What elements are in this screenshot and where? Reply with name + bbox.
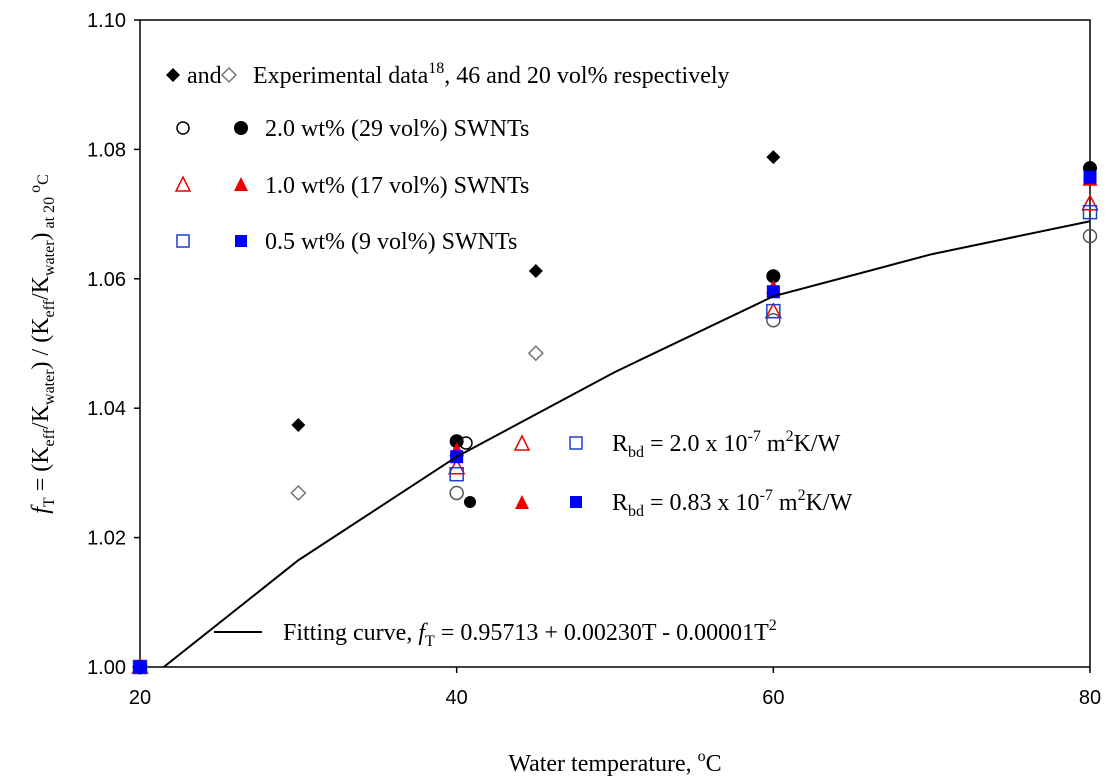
legend-marker [176, 121, 190, 135]
legend-text-part: R [612, 490, 628, 516]
legend-marker [220, 66, 238, 84]
x-axis-label-part: o [698, 748, 706, 765]
y-axis-label-part: ) [28, 232, 54, 240]
point [766, 312, 781, 328]
y-tick-label: 1.02 [87, 528, 126, 550]
point [1083, 170, 1097, 184]
x-tick-label: 80 [1079, 687, 1101, 709]
y-axis-label-part: = (K [28, 446, 54, 498]
point [447, 458, 466, 475]
legend-text-part: m [773, 490, 798, 516]
fit-curve [163, 220, 1091, 668]
point [449, 485, 464, 501]
legend-marker [174, 175, 192, 192]
legend-text-part: bd [628, 503, 644, 520]
legend-text-part: 18 [428, 60, 444, 77]
y-axis-label-part: at 20 [41, 193, 58, 233]
y-axis-label-part: f [28, 504, 54, 514]
legend-text-part: = 2.0 x 10 [644, 431, 748, 457]
y-axis-label-part: C [35, 174, 52, 185]
point [766, 303, 781, 319]
legend-text-part: bd [628, 444, 644, 461]
legend-marker [513, 434, 531, 451]
point [1081, 194, 1099, 211]
legend-text: and Experimental data18, 46 and 20 vol% r… [187, 60, 730, 89]
x-axis-label-part: Water temperature, [508, 751, 697, 777]
legend-text-part: Fitting curve, [283, 620, 418, 646]
legend-text: 1.0 wt% (17 vol%) SWNTs [265, 173, 529, 199]
y-tick-label: 1.10 [87, 10, 126, 32]
y-axis-label-part: eff [41, 428, 58, 446]
legend-marker [234, 177, 248, 191]
point [449, 434, 464, 449]
x-tick-label: 20 [129, 687, 151, 709]
legend-text-part: -7 [760, 487, 773, 504]
legend-text-part: R [612, 431, 628, 457]
y-axis-label: fT = (Keff/Kwater) / (Keff/Kwater) at 20… [27, 174, 58, 514]
legend-text-part: , 46 and 20 vol% respectively [444, 63, 729, 89]
y-axis-label-part: o [27, 185, 44, 193]
point [766, 269, 781, 284]
legend-text-part: K/W [806, 490, 853, 516]
y-axis-label-part: T [41, 497, 58, 507]
legend-marker [166, 68, 180, 82]
legend-marker [569, 436, 583, 450]
legend-text: Rbd = 2.0 x 10-7 m2K/W [612, 428, 841, 461]
y-axis-label-part: /K [28, 275, 54, 300]
legend-text-part: and [187, 63, 222, 89]
legend-marker [570, 496, 582, 508]
y-tick-label: 1.04 [87, 398, 126, 420]
point [527, 345, 544, 362]
legend-marker [464, 496, 476, 508]
legend-text-part: -7 [748, 428, 761, 445]
legend-text-part: Experimental data [253, 63, 429, 89]
y-axis-label-part: water [41, 240, 58, 276]
legend-marker [235, 235, 247, 247]
y-tick-label: 1.08 [87, 139, 126, 161]
point [1082, 204, 1098, 220]
plot-frame [139, 19, 1091, 668]
y-axis-label-part: ) / (K [28, 317, 54, 370]
legend-text: Rbd = 0.83 x 10-7 m2K/W [612, 487, 853, 520]
y-tick-label: 1.00 [87, 657, 126, 679]
y-tick-label: 1.06 [87, 269, 126, 291]
x-tick-label: 60 [762, 687, 784, 709]
legend-text-part: 2 [786, 428, 794, 445]
point [1082, 228, 1098, 244]
x-tick-label: 40 [446, 687, 468, 709]
legend-text: 0.5 wt% (9 vol%) SWNTs [265, 229, 517, 255]
point [290, 484, 307, 502]
x-axis-label: Water temperature, oC [508, 748, 721, 777]
legend-text-part: 2 [798, 487, 806, 504]
legend-marker [515, 495, 529, 509]
y-axis-label-part: eff [41, 299, 58, 317]
y-axis-label-part: /K [28, 404, 54, 429]
legend-text-part: f [418, 620, 428, 646]
legend-marker [234, 121, 248, 135]
legend-text-part: = 0.83 x 10 [644, 490, 760, 516]
legend: and Experimental data18, 46 and 20 vol% r… [166, 60, 853, 650]
legend-text-part: T [425, 633, 435, 650]
y-axis-label-part: water [41, 369, 58, 405]
legend-text-part: 2 [769, 617, 777, 634]
point [133, 660, 147, 674]
legend-text-part: m [761, 431, 786, 457]
legend-text-part: = 0.95713 + 0.00230T - 0.00001T [435, 620, 769, 646]
legend-text-part: K/W [794, 431, 841, 457]
point [291, 418, 306, 433]
point [766, 150, 781, 165]
point [449, 466, 464, 482]
legend-marker [176, 234, 190, 248]
point [528, 264, 543, 279]
legend-text: 2.0 wt% (29 vol%) SWNTs [265, 116, 529, 142]
x-axis-label-part: C [706, 751, 722, 777]
legend-text: Fitting curve, fT = 0.95713 + 0.00230T -… [283, 617, 777, 650]
